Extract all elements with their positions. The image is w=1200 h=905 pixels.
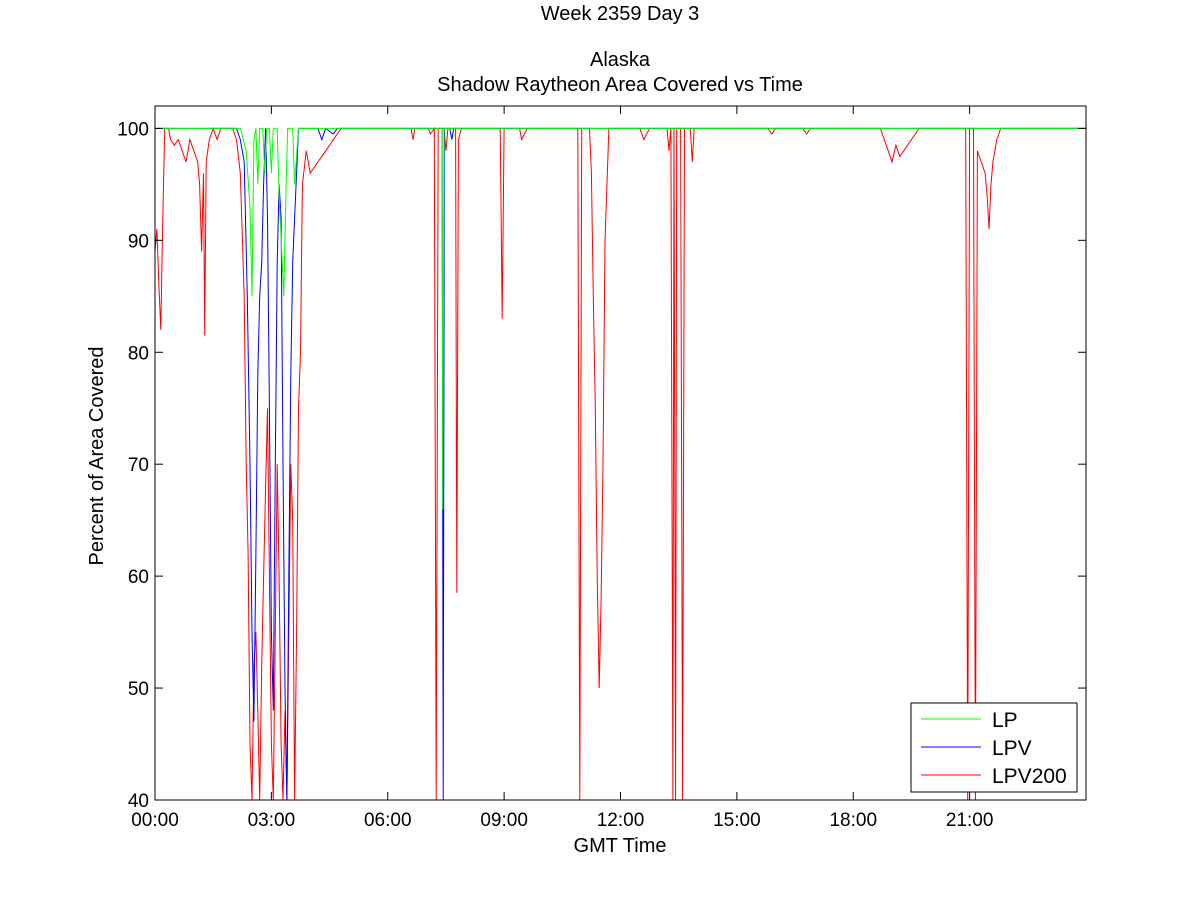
series-line-lp <box>155 127 1086 510</box>
y-axis-label: Percent of Area Covered <box>86 346 108 565</box>
x-tick-label: 03:00 <box>248 810 296 831</box>
y-tick-label: 90 <box>128 231 149 252</box>
legend-label-lpv200: LPV200 <box>992 765 1067 788</box>
y-tick-label: 100 <box>117 119 149 140</box>
x-tick-label: 18:00 <box>829 810 877 831</box>
x-tick-label: 21:00 <box>946 810 994 831</box>
x-tick-label: 06:00 <box>364 810 412 831</box>
x-axis-ticks: 00:00 03:00 06:00 09:00 12:00 15:00 18:00 21:00 <box>131 106 993 831</box>
chart-title-line-2: Alaska <box>590 49 651 71</box>
y-tick-label: 60 <box>128 567 149 588</box>
legend-label-lp: LP <box>992 709 1018 732</box>
chart-title-line-1: Week 2359 Day 3 <box>541 3 700 25</box>
plot-lines <box>154 126 1086 801</box>
x-tick-label: 12:00 <box>597 810 645 831</box>
legend: LP LPV LPV200 <box>910 702 1078 793</box>
y-tick-label: 70 <box>128 455 149 476</box>
y-axis-ticks: 40 50 60 70 80 90 100 <box>117 119 1086 812</box>
x-axis-label: GMT Time <box>574 835 667 857</box>
legend-label-lpv: LPV <box>992 737 1032 760</box>
y-tick-label: 40 <box>128 791 149 812</box>
x-tick-label: 00:00 <box>131 810 179 831</box>
y-tick-label: 80 <box>128 343 149 364</box>
x-tick-label: 15:00 <box>713 810 761 831</box>
chart-title-line-3: Shadow Raytheon Area Covered vs Time <box>437 74 803 96</box>
x-tick-label: 09:00 <box>480 810 528 831</box>
y-tick-label: 50 <box>128 679 149 700</box>
